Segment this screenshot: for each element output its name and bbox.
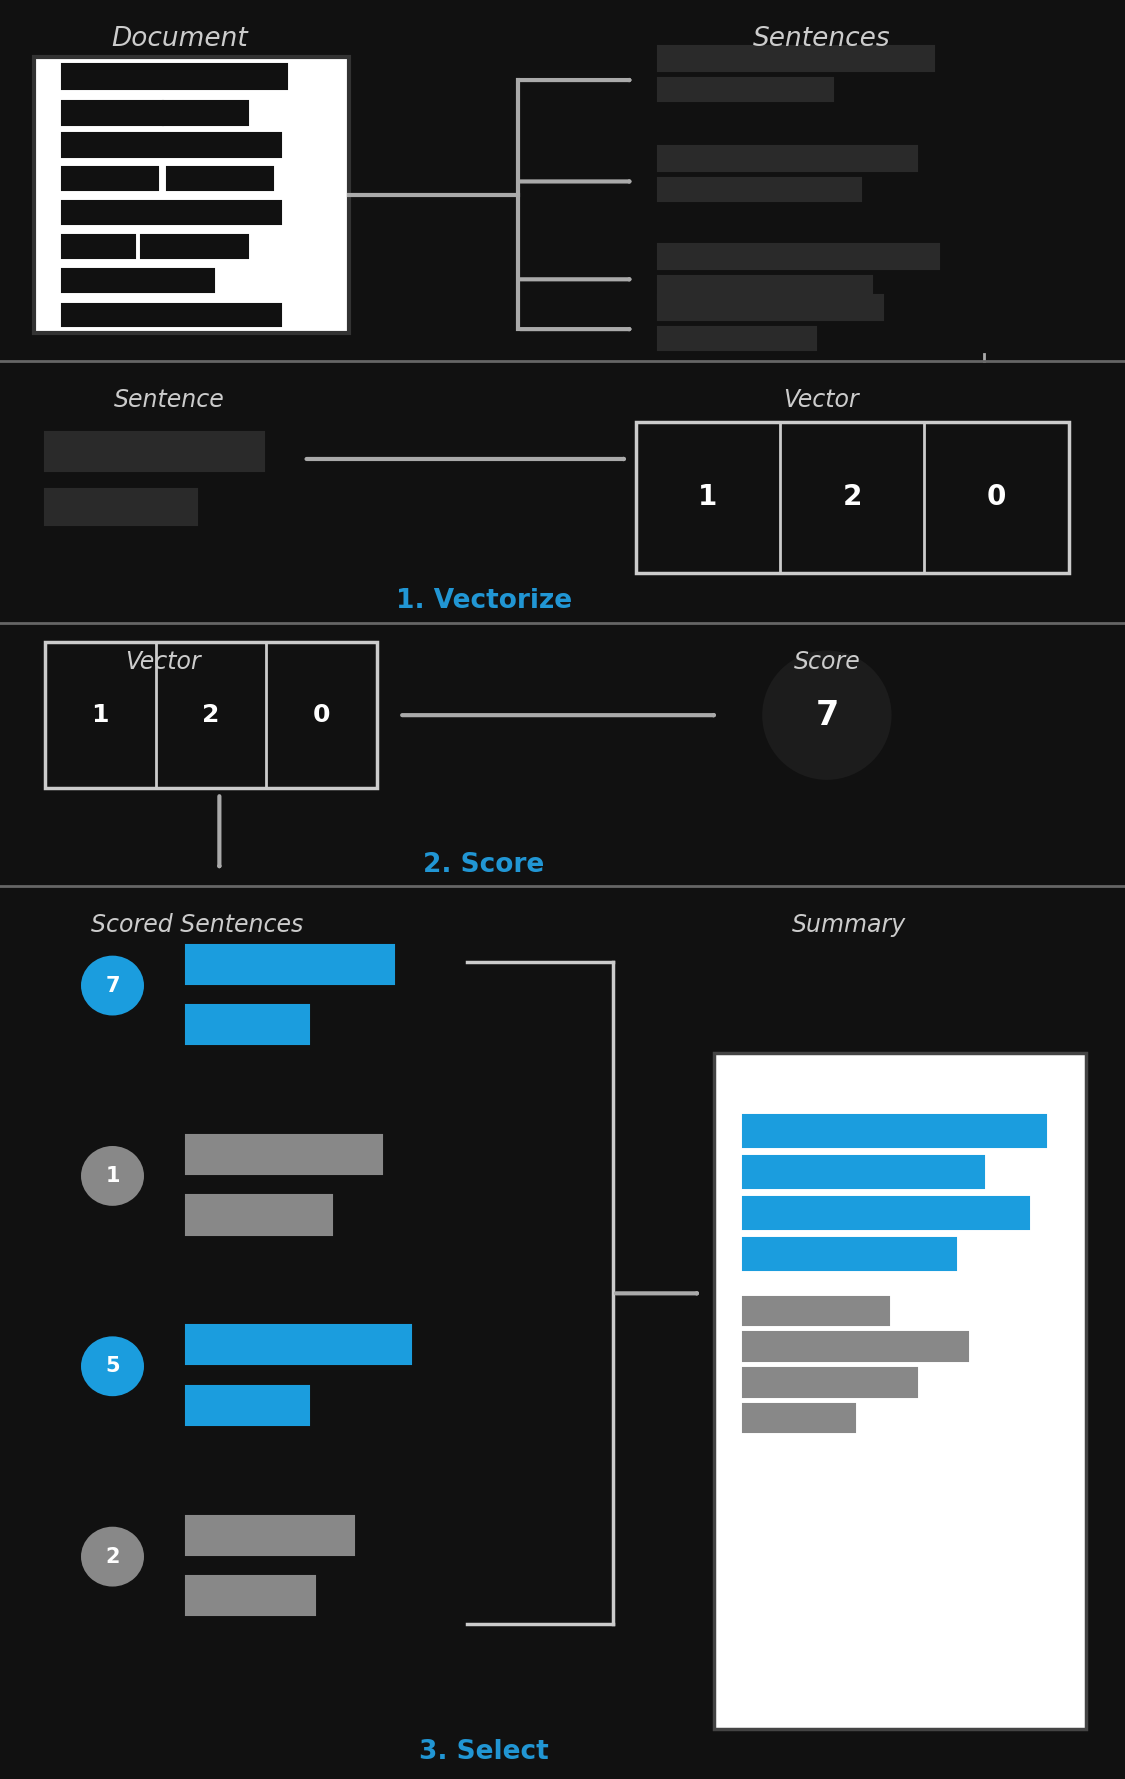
- Bar: [742, 1368, 917, 1397]
- Bar: [163, 101, 248, 125]
- Bar: [742, 1332, 968, 1361]
- Ellipse shape: [81, 1146, 144, 1206]
- Bar: [186, 1325, 411, 1364]
- Bar: [62, 167, 158, 190]
- Text: Scored Sentences: Scored Sentences: [91, 913, 303, 938]
- Text: 7: 7: [816, 699, 838, 731]
- Text: Vector: Vector: [125, 649, 201, 674]
- Text: 1: 1: [106, 1165, 119, 1187]
- Text: 1: 1: [699, 484, 718, 511]
- Bar: [166, 167, 273, 190]
- Bar: [186, 945, 394, 984]
- Bar: [141, 235, 248, 258]
- Bar: [186, 1576, 315, 1615]
- Text: 2: 2: [843, 484, 862, 511]
- Text: 1: 1: [91, 703, 109, 728]
- Bar: [714, 1053, 1086, 1729]
- Text: 2. Score: 2. Score: [423, 852, 544, 877]
- Bar: [45, 432, 264, 471]
- Text: 3. Select: 3. Select: [418, 1740, 549, 1765]
- Bar: [186, 1195, 332, 1235]
- Bar: [658, 46, 934, 71]
- Bar: [45, 642, 377, 788]
- Bar: [742, 1404, 855, 1432]
- Ellipse shape: [81, 955, 144, 1016]
- Text: 2: 2: [106, 1546, 119, 1567]
- Bar: [186, 1386, 309, 1425]
- Bar: [62, 235, 135, 258]
- Text: Sentence: Sentence: [114, 388, 224, 413]
- Bar: [186, 1516, 354, 1555]
- Bar: [742, 1297, 889, 1325]
- Text: Vector: Vector: [783, 388, 860, 413]
- Bar: [742, 1115, 1046, 1147]
- Text: 7: 7: [106, 975, 119, 996]
- Bar: [186, 1005, 309, 1044]
- Bar: [658, 276, 872, 299]
- Bar: [658, 327, 816, 350]
- Bar: [62, 304, 281, 326]
- Bar: [636, 422, 1069, 573]
- Bar: [62, 64, 287, 89]
- Text: Document: Document: [111, 27, 249, 52]
- Bar: [742, 1238, 956, 1270]
- Text: Sentences: Sentences: [753, 27, 890, 52]
- Text: 5: 5: [106, 1356, 120, 1377]
- Ellipse shape: [81, 1526, 144, 1587]
- Bar: [62, 101, 163, 125]
- Text: 1. Vectorize: 1. Vectorize: [396, 589, 572, 614]
- Text: 2: 2: [202, 703, 219, 728]
- Ellipse shape: [81, 1336, 144, 1397]
- Bar: [742, 1156, 984, 1188]
- Bar: [658, 78, 832, 101]
- Text: 0: 0: [987, 484, 1006, 511]
- Text: 0: 0: [313, 703, 331, 728]
- Ellipse shape: [763, 651, 892, 779]
- Bar: [658, 178, 861, 201]
- Bar: [742, 1197, 1029, 1229]
- Bar: [34, 57, 349, 333]
- Bar: [658, 146, 917, 171]
- Text: Score: Score: [793, 649, 861, 674]
- Bar: [45, 489, 197, 525]
- Bar: [62, 133, 281, 157]
- Bar: [658, 244, 939, 269]
- Bar: [62, 269, 214, 292]
- Bar: [658, 295, 883, 320]
- Bar: [186, 1135, 382, 1174]
- Text: Summary: Summary: [792, 913, 907, 938]
- Bar: [62, 201, 281, 224]
